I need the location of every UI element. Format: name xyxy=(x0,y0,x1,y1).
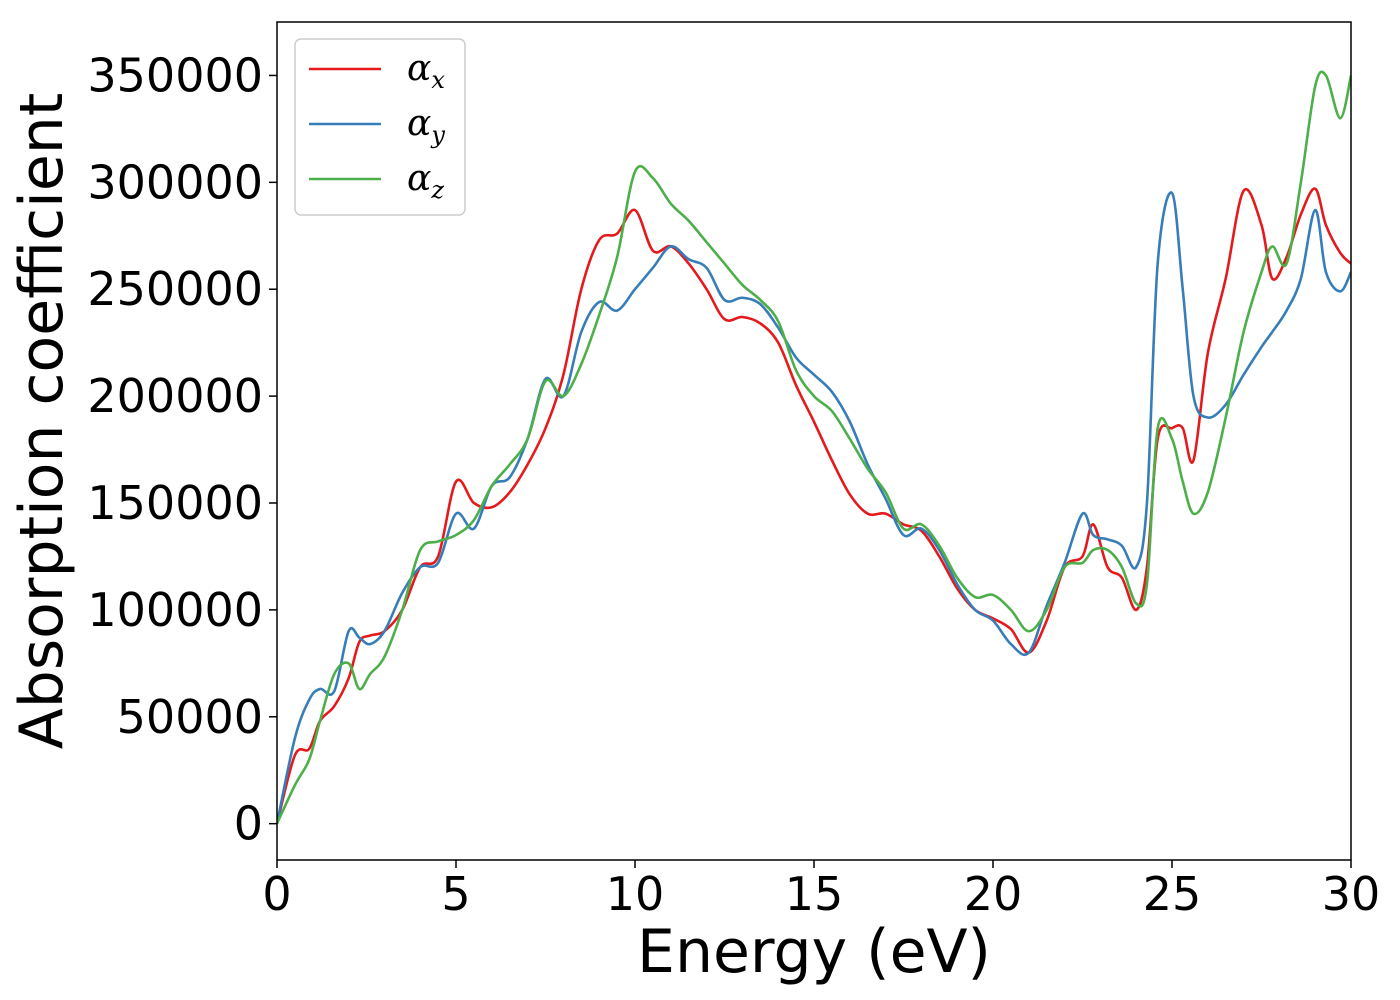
series-layer xyxy=(277,70,1351,825)
x-tick-label: 0 xyxy=(262,867,291,921)
y-tick-label: 150000 xyxy=(87,476,263,530)
legend-label-x: αx xyxy=(407,48,445,94)
y-axis-title: Absorption coefficient xyxy=(7,93,77,750)
legend-label-z: αz xyxy=(407,158,444,204)
series-line-z xyxy=(277,70,1351,825)
x-axis: 0 5 10 15 20 25 30 xyxy=(262,860,1380,921)
x-axis-title: Energy (eV) xyxy=(637,917,991,987)
legend-label-y: αy xyxy=(407,103,445,149)
y-tick-label: 100000 xyxy=(87,583,263,637)
x-tick-label: 10 xyxy=(606,867,665,921)
y-tick-label: 250000 xyxy=(87,262,263,316)
series-line-y xyxy=(277,191,1351,824)
legend: αx αy αz xyxy=(294,38,466,216)
y-axis: 0 50000 100000 150000 200000 250000 300000 3500… xyxy=(87,48,277,851)
series-line-x xyxy=(277,187,1351,824)
x-tick-label: 25 xyxy=(1143,867,1202,921)
x-tick-label: 5 xyxy=(441,867,470,921)
y-tick-label: 200000 xyxy=(87,369,263,423)
x-tick-label: 30 xyxy=(1322,867,1381,921)
x-tick-label: 20 xyxy=(964,867,1023,921)
y-tick-label: 0 xyxy=(234,797,263,851)
legend-box xyxy=(294,38,466,216)
y-tick-label: 50000 xyxy=(117,690,263,744)
y-tick-label: 300000 xyxy=(87,155,263,209)
y-tick-label: 350000 xyxy=(87,48,263,102)
x-tick-label: 15 xyxy=(785,867,844,921)
